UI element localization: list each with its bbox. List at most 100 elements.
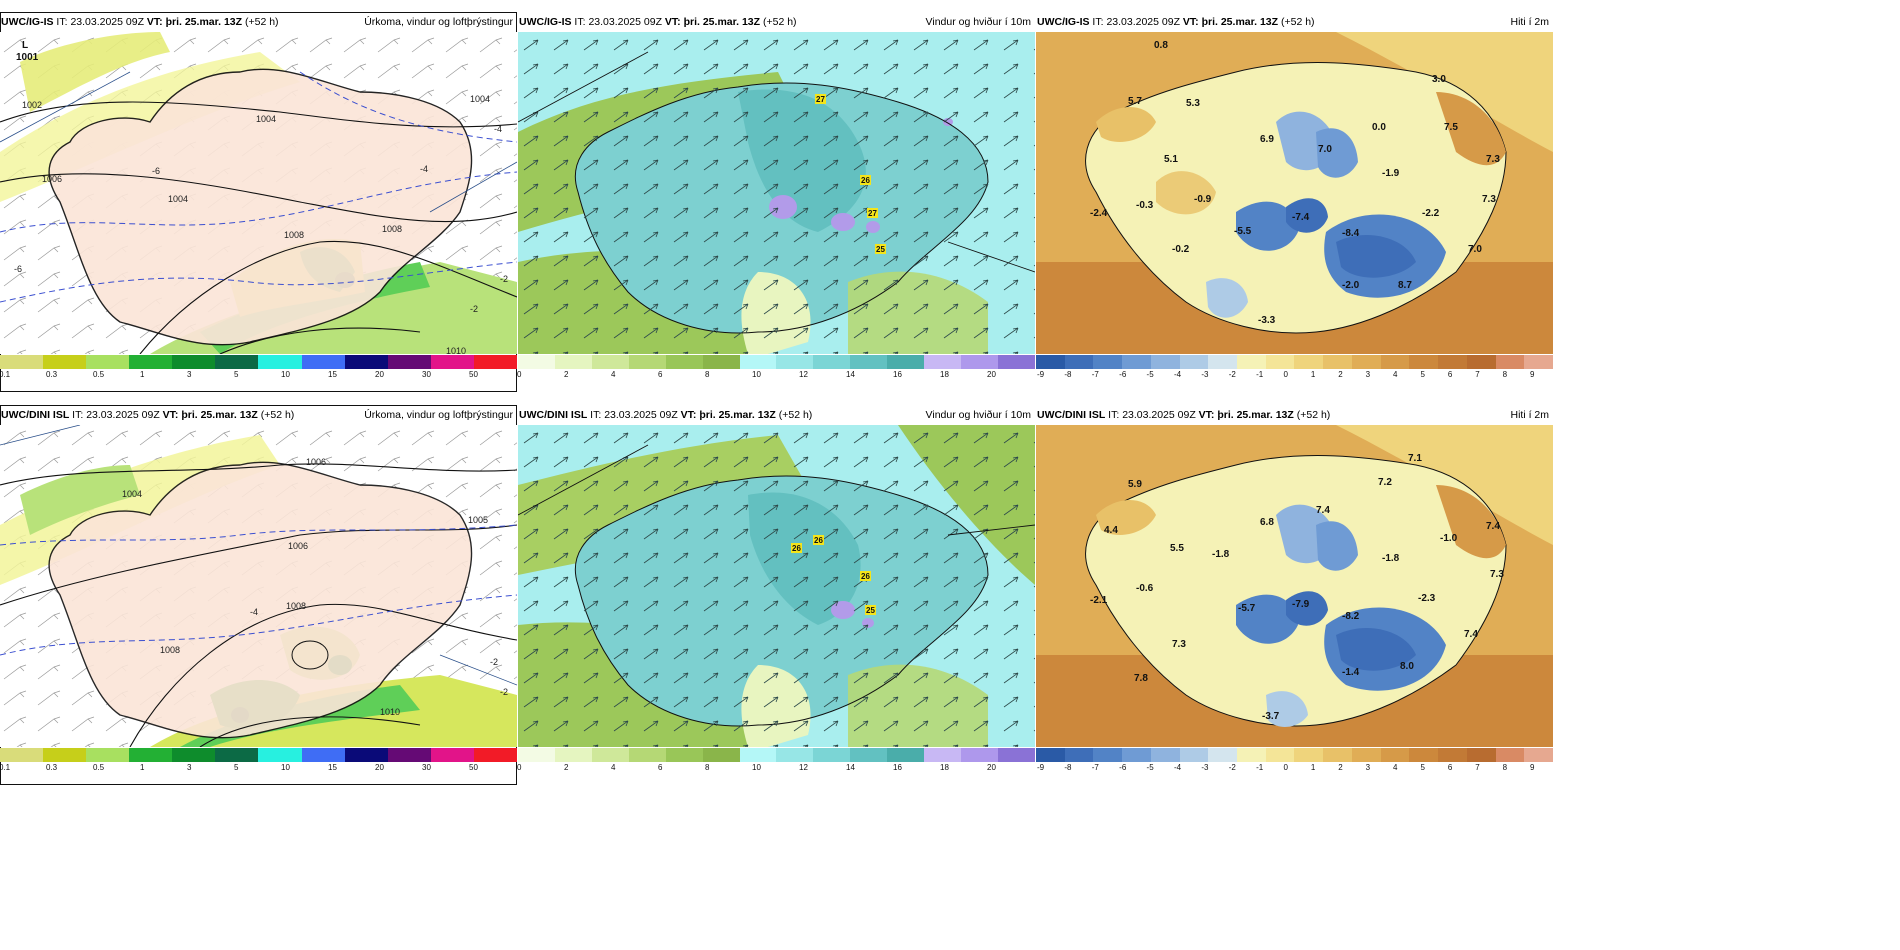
colorbar-tick-label: 50 <box>469 763 478 772</box>
isobar-label: 1004 <box>256 114 276 124</box>
isobar-label: 1004 <box>470 94 490 104</box>
colorbar-swatch <box>344 355 388 369</box>
isobar-label: 1010 <box>446 346 466 354</box>
colorbar-swatch <box>430 355 474 369</box>
panel-ig-temp: UWC/IG-IS IT: 23.03.2025 09Z VT: þri. 25… <box>1036 12 1553 392</box>
colorbar-tick-label: -1 <box>1256 763 1264 772</box>
colorbar-tick-label: 30 <box>422 370 431 379</box>
temp-value: 5.7 <box>1128 96 1142 107</box>
gust-label: 26 <box>861 572 870 581</box>
colorbar-tick-label: 4 <box>611 763 616 772</box>
colorbar-tick-label: 0.3 <box>46 370 58 379</box>
colorbar-swatch <box>1150 748 1180 762</box>
colorbar-tick-label: 50 <box>469 370 478 379</box>
issue-label: IT: <box>590 409 602 421</box>
colorbar-swatch <box>1323 355 1352 369</box>
colorbar-tick-label: 9 <box>1530 370 1535 379</box>
colorbar-swatch <box>1036 355 1065 369</box>
temp-value: 3.0 <box>1432 74 1446 85</box>
colorbar-tick-label: 16 <box>893 370 902 379</box>
colorbar-swatch <box>1294 748 1324 762</box>
colorbar-tick-label: 10 <box>281 763 290 772</box>
valid-label: VT: <box>1182 16 1199 28</box>
panel-ig-wind: UWC/IG-IS IT: 23.03.2025 09Z VT: þri. 25… <box>517 12 1035 392</box>
colorbar-tick-label: -6 <box>1119 370 1127 379</box>
lead-time: (+52 h) <box>244 16 279 28</box>
colorbar-temp <box>1036 355 1553 369</box>
temp-value: 7.0 <box>1318 144 1332 155</box>
colorbar-tick-label: -9 <box>1037 370 1045 379</box>
issue-label: IT: <box>574 16 586 28</box>
colorbar-wind <box>518 748 1035 762</box>
valid-time: þri. 25.mar. 13Z <box>1217 409 1294 421</box>
colorbar-tick-label: 16 <box>893 763 902 772</box>
colorbar-swatch <box>473 355 517 369</box>
lead-time: (+52 h) <box>1280 16 1315 28</box>
gust-label: 25 <box>866 606 875 615</box>
colorbar-swatch <box>1122 355 1151 369</box>
colorbar-tick-label: -2 <box>1228 763 1236 772</box>
valid-label: VT: <box>664 16 681 28</box>
isotherm-label: -6 <box>14 264 22 274</box>
colorbar-tick-label: 10 <box>752 763 761 772</box>
temp-value: -0.3 <box>1136 200 1154 211</box>
colorbar-swatch <box>301 355 345 369</box>
temp-value: -8.4 <box>1342 228 1360 239</box>
colorbar-tick-label: 20 <box>375 763 384 772</box>
colorbar-swatch <box>813 748 851 762</box>
colorbar-tick-label: 12 <box>799 763 808 772</box>
colorbar-swatch <box>172 355 216 369</box>
temp-value: -5.7 <box>1238 603 1256 614</box>
colorbar-swatch <box>1093 748 1123 762</box>
colorbar-tick-label: 8 <box>1502 763 1508 772</box>
colorbar-tick-label: 7 <box>1475 763 1480 772</box>
colorbar-tick-label: 20 <box>375 370 384 379</box>
isobar <box>0 101 517 128</box>
gust-label: 27 <box>868 209 877 218</box>
colorbar-swatch <box>554 748 592 762</box>
colorbar-swatch <box>1265 748 1295 762</box>
colorbar-tick-label: 0 <box>517 370 522 379</box>
valid-time: þri. 25.mar. 13Z <box>699 409 776 421</box>
isotherm-dashed <box>299 71 517 143</box>
isobar-label: 1005 <box>468 515 488 525</box>
panel-ig-precip: UWC/IG-IS IT: 23.03.2025 09Z VT: þri. 25… <box>0 12 517 392</box>
temp-value: -1.4 <box>1342 667 1360 678</box>
colorbar-swatch <box>628 355 666 369</box>
valid-time: þri. 25.mar. 13Z <box>683 16 761 28</box>
temp-value: -2.0 <box>1342 280 1360 291</box>
isotherm-label: -6 <box>152 166 160 176</box>
colorbar-swatch <box>43 748 87 762</box>
colorbar-swatch <box>702 748 740 762</box>
colorbar-tick-label: -1 <box>1256 370 1264 379</box>
colorbar-swatch <box>997 748 1035 762</box>
colorbar-ticks-wind: 0 2 4 6 8 10 12 14 16 18 20 <box>517 370 1035 382</box>
precip-band <box>20 32 170 112</box>
temp-value: 7.4 <box>1464 629 1478 640</box>
colorbar-tick-label: 0.3 <box>46 763 58 772</box>
colorbar-wind <box>518 355 1035 369</box>
temp-value: 5.3 <box>1186 98 1200 109</box>
colorbar-tick-label: 5 <box>234 370 239 379</box>
colorbar-tick-label: 1 <box>140 763 145 772</box>
isobar-label: 1008 <box>160 645 180 655</box>
colorbar-swatch <box>1380 355 1410 369</box>
isobar-label: 1006 <box>288 541 308 551</box>
model-name: UWC/IG-IS <box>1 16 54 28</box>
colorbar-swatch <box>1208 748 1238 762</box>
colorbar-swatch <box>1122 748 1151 762</box>
colorbar-tick-label: 1 <box>140 370 145 379</box>
colorbar-tick-label: -9 <box>1037 763 1045 772</box>
colorbar-swatch <box>739 355 777 369</box>
issue-label: IT: <box>1108 409 1120 421</box>
isobar-label: 1006 <box>306 457 326 467</box>
colorbar-swatch <box>1237 748 1266 762</box>
colorbar-tick-label: 0.1 <box>0 370 11 379</box>
temp-value: -1.8 <box>1212 549 1230 560</box>
lead-time: (+52 h) <box>778 409 813 421</box>
isobar-label: 1010 <box>380 707 400 717</box>
temp-value: 7.3 <box>1172 639 1186 650</box>
isobar-label: 1002 <box>22 100 42 110</box>
panel-header: UWC/IG-IS IT: 23.03.2025 09Z VT: þri. 25… <box>518 12 1035 32</box>
issue-time: 23.03.2025 09Z <box>86 409 160 421</box>
